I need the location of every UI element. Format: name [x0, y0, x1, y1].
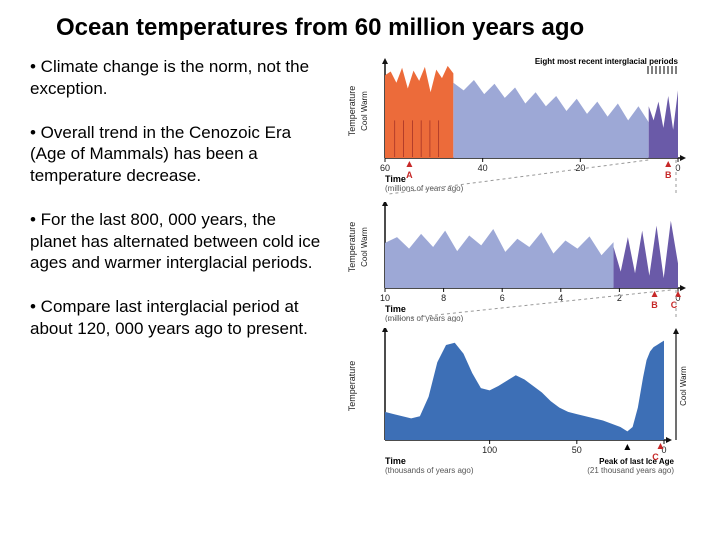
bullet-column: • Climate change is the norm, not the ex…: [30, 56, 340, 478]
svg-text:B: B: [651, 300, 658, 310]
svg-text:60: 60: [380, 163, 390, 173]
svg-text:B: B: [665, 170, 672, 180]
svg-text:Cool Warm: Cool Warm: [360, 227, 369, 267]
svg-text:Time: Time: [385, 304, 406, 314]
charts-column: TemperatureCool Warm6040200Time(millions…: [340, 56, 696, 478]
chart-2: TemperatureCool Warm1086420Time(millions…: [340, 202, 696, 322]
svg-text:Temperature: Temperature: [347, 222, 357, 273]
svg-text:C: C: [671, 300, 678, 310]
svg-text:6: 6: [500, 293, 505, 303]
svg-text:100: 100: [482, 445, 497, 455]
svg-text:(21 thousand years ago): (21 thousand years ago): [587, 466, 674, 475]
bullet-item: • Climate change is the norm, not the ex…: [30, 56, 324, 100]
svg-text:Time: Time: [385, 456, 406, 466]
chart-3: Cool WarmTemperature100500Time(thousands…: [340, 328, 696, 478]
svg-text:Cool Warm: Cool Warm: [679, 366, 688, 406]
svg-text:50: 50: [572, 445, 582, 455]
bullet-item: • Compare last interglacial period at ab…: [30, 296, 324, 340]
svg-text:40: 40: [478, 163, 488, 173]
slide-root: Ocean temperatures from 60 million years…: [0, 0, 720, 540]
svg-text:20: 20: [575, 163, 585, 173]
svg-text:10: 10: [380, 293, 390, 303]
svg-text:Cool Warm: Cool Warm: [360, 91, 369, 131]
svg-text:A: A: [406, 170, 413, 180]
svg-text:(millions of years ago): (millions of years ago): [385, 314, 464, 322]
slide-title: Ocean temperatures from 60 million years…: [56, 14, 696, 42]
svg-text:(thousands of years ago): (thousands of years ago): [385, 466, 474, 475]
svg-text:Eight most recent interglacial: Eight most recent interglacial periods: [535, 57, 679, 66]
svg-text:Temperature: Temperature: [347, 86, 357, 137]
svg-text:C: C: [652, 452, 659, 462]
chart-stack: TemperatureCool Warm6040200Time(millions…: [340, 56, 696, 478]
svg-text:Time: Time: [385, 174, 406, 184]
bullet-item: • Overall trend in the Cenozoic Era (Age…: [30, 122, 324, 187]
svg-text:Peak of last Ice Age: Peak of last Ice Age: [599, 457, 674, 466]
bullet-item: • For the last 800, 000 years, the plane…: [30, 209, 324, 274]
svg-text:8: 8: [441, 293, 446, 303]
svg-text:Temperature: Temperature: [347, 361, 357, 412]
columns: • Climate change is the norm, not the ex…: [30, 56, 696, 478]
chart-1: TemperatureCool Warm6040200Time(millions…: [340, 56, 696, 196]
svg-text:2: 2: [617, 293, 622, 303]
